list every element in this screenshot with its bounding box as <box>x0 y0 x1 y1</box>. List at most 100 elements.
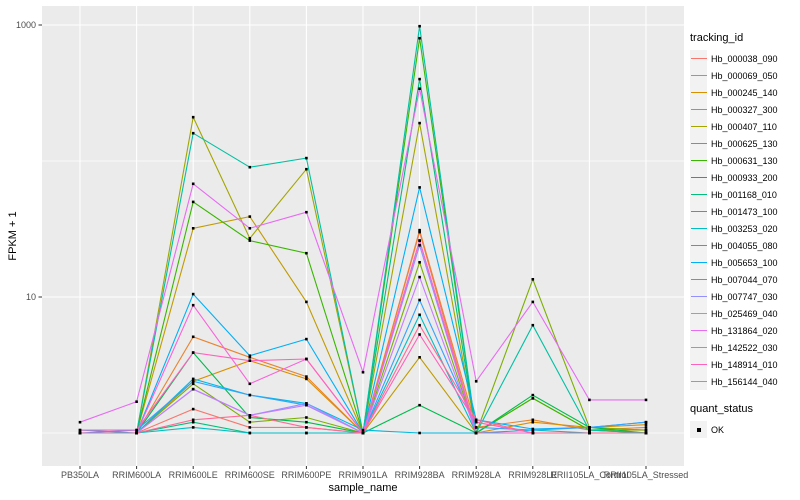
series-color-swatch <box>690 176 707 179</box>
data-point <box>248 215 252 218</box>
legend-entry: Hb_000407_110 <box>690 118 798 135</box>
legend-key-line <box>690 339 707 356</box>
data-point <box>248 414 252 417</box>
legend-entry-label: Hb_007044_070 <box>711 274 778 285</box>
data-point <box>191 227 195 230</box>
data-point <box>248 426 252 429</box>
data-point <box>531 428 535 432</box>
x-tick-label: PB350LA <box>60 470 100 480</box>
legend-key-line <box>690 254 707 271</box>
legend-entry: Hb_007044_070 <box>690 271 798 288</box>
data-point <box>305 426 308 429</box>
legend-key-line <box>690 373 707 390</box>
legend-key-line <box>690 305 707 322</box>
data-point <box>191 115 195 119</box>
data-point <box>135 431 138 435</box>
legend-entry: Hb_000327_300 <box>690 101 798 118</box>
data-point <box>361 370 365 374</box>
legend-entry: Hb_142522_030 <box>690 339 798 356</box>
data-point <box>418 275 421 279</box>
legend-entry-label: Hb_000625_130 <box>711 138 778 149</box>
data-point <box>644 423 648 426</box>
data-point <box>644 426 648 429</box>
data-point <box>305 402 308 405</box>
legend: tracking_id Hb_000038_090 Hb_000069_050 Hb… <box>690 32 798 438</box>
data-point <box>248 382 252 386</box>
data-point <box>418 323 421 327</box>
data-point <box>474 420 478 424</box>
data-point <box>531 418 535 422</box>
legend-entry-label: Hb_000933_200 <box>711 172 778 183</box>
data-point <box>474 380 478 383</box>
data-point <box>418 24 421 28</box>
data-point <box>588 428 591 432</box>
data-point <box>135 400 138 403</box>
data-point <box>305 377 308 381</box>
series-color-swatch <box>690 278 707 281</box>
legend-entry-label: Hb_001168_010 <box>711 189 777 200</box>
data-point <box>418 356 421 359</box>
legend-entry: Hb_025469_040 <box>690 305 798 322</box>
legend-entry-label: Hb_007747_030 <box>711 291 778 302</box>
data-point <box>191 377 195 381</box>
data-point <box>191 420 195 424</box>
x-tick-label: RRIM928BA <box>394 470 445 480</box>
legend-entry-label: Hb_000327_300 <box>711 104 778 115</box>
data-point <box>191 335 195 339</box>
series-color-swatch <box>690 142 707 145</box>
legend-key-line <box>690 50 707 67</box>
legend-key-line <box>690 169 707 186</box>
data-point <box>418 186 421 189</box>
data-point <box>305 337 308 341</box>
series-color-swatch <box>690 159 707 162</box>
legend-key-line <box>690 101 707 118</box>
data-point <box>588 431 591 435</box>
data-point <box>305 210 308 214</box>
data-point <box>248 431 252 435</box>
y-tick-label: 10 <box>25 291 36 302</box>
y-tick-label: 1000 <box>15 19 36 30</box>
legend-entry: Hb_003253_020 <box>690 220 798 237</box>
data-point <box>418 228 421 232</box>
series-color-swatch <box>690 329 707 332</box>
x-tick-label: RRIM928LE <box>508 470 558 480</box>
data-point <box>248 165 252 169</box>
legend-entry: Hb_148914_010 <box>690 356 798 373</box>
series-color-swatch <box>690 363 707 366</box>
legend-entry-label: Hb_000069_050 <box>711 70 778 81</box>
legend-entry-label: Hb_005653_100 <box>711 257 778 268</box>
legend-entry: Hb_001473_100 <box>690 203 798 220</box>
data-point <box>531 420 535 424</box>
legend-entry: Hb_000933_200 <box>690 169 798 186</box>
x-tick-label: RRII105LA_Control <box>550 470 629 480</box>
data-point <box>531 300 535 304</box>
data-point <box>418 403 421 407</box>
legend-entry-label: Hb_148914_010 <box>711 359 778 370</box>
y-axis-title: FPKM + 1 <box>7 211 19 261</box>
legend-entry-label: Hb_000038_090 <box>711 53 778 64</box>
legend-key-line <box>690 118 707 135</box>
data-point <box>531 393 535 397</box>
series-color-swatch <box>690 295 707 298</box>
data-point <box>474 431 478 435</box>
data-point <box>588 426 591 429</box>
data-point <box>644 398 648 402</box>
series-color-swatch <box>690 108 707 111</box>
data-point <box>78 420 82 424</box>
legend-key-line <box>690 271 707 288</box>
data-point <box>644 428 648 432</box>
legend-entry: Hb_000069_050 <box>690 67 798 84</box>
legend-entry-label: Hb_000631_130 <box>711 155 778 166</box>
legend-entry: Hb_131864_020 <box>690 322 798 339</box>
data-point <box>418 333 421 336</box>
x-tick-label: RRIM600PE <box>281 470 332 480</box>
legend-key-line <box>690 220 707 237</box>
data-point <box>418 121 421 125</box>
data-point <box>248 237 252 240</box>
legend-entry-label: Hb_131864_020 <box>711 325 778 336</box>
series-color-swatch <box>690 261 707 264</box>
legend-entry: Hb_156144_040 <box>690 373 798 390</box>
x-tick-label: RRII105LA_Stressed <box>603 470 689 480</box>
legend-key-line <box>690 84 707 101</box>
